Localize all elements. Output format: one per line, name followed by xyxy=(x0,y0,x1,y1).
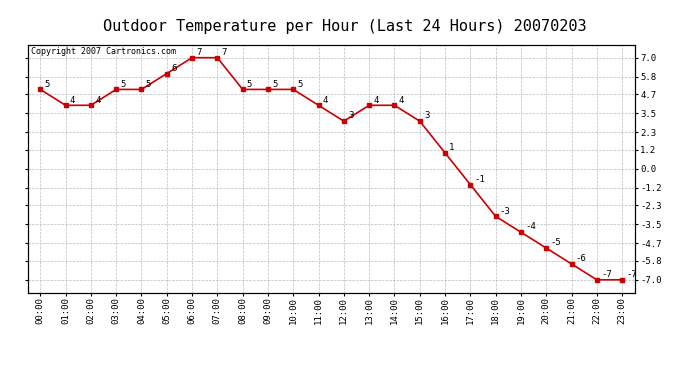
Text: -7: -7 xyxy=(601,270,612,279)
Text: 4: 4 xyxy=(399,96,404,105)
Text: -7: -7 xyxy=(627,270,637,279)
Text: -1: -1 xyxy=(475,175,485,184)
Text: 4: 4 xyxy=(95,96,100,105)
Text: 5: 5 xyxy=(247,80,252,88)
Text: -6: -6 xyxy=(575,254,586,263)
Text: 7: 7 xyxy=(196,48,201,57)
Text: 3: 3 xyxy=(348,111,353,120)
Text: -5: -5 xyxy=(551,238,561,247)
Text: 5: 5 xyxy=(146,80,151,88)
Text: 5: 5 xyxy=(120,80,126,88)
Text: 4: 4 xyxy=(373,96,379,105)
Text: 5: 5 xyxy=(44,80,50,88)
Text: Outdoor Temperature per Hour (Last 24 Hours) 20070203: Outdoor Temperature per Hour (Last 24 Ho… xyxy=(104,19,586,34)
Text: 5: 5 xyxy=(272,80,277,88)
Text: -3: -3 xyxy=(500,207,511,216)
Text: 4: 4 xyxy=(70,96,75,105)
Text: 6: 6 xyxy=(171,64,176,73)
Text: 1: 1 xyxy=(449,143,455,152)
Text: 3: 3 xyxy=(424,111,429,120)
Text: 7: 7 xyxy=(221,48,227,57)
Text: 4: 4 xyxy=(323,96,328,105)
Text: -4: -4 xyxy=(525,222,536,231)
Text: Copyright 2007 Cartronics.com: Copyright 2007 Cartronics.com xyxy=(30,48,176,57)
Text: 5: 5 xyxy=(297,80,303,88)
